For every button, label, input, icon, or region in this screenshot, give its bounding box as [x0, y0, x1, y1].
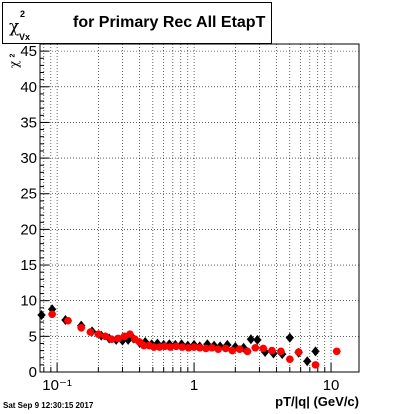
- y-tick-label: 5: [29, 328, 37, 345]
- data-point: [332, 347, 341, 356]
- y-tick-label: 25: [20, 186, 37, 203]
- data-point: [214, 345, 222, 353]
- data-point: [294, 348, 303, 356]
- data-point: [190, 343, 198, 351]
- data-point: [268, 346, 276, 355]
- plot-frame: [39, 43, 360, 373]
- y-axis-label-chi: χ: [7, 60, 21, 68]
- y-axis-label: χ 2: [5, 50, 31, 80]
- y-tick-label: 40: [20, 79, 37, 96]
- data-point: [150, 343, 158, 351]
- data-point: [208, 343, 216, 352]
- data-point: [285, 332, 294, 343]
- data-point: [77, 323, 86, 332]
- data-point: [178, 343, 187, 351]
- x-tick-label: 10: [323, 377, 340, 394]
- title-box: χ 2 Vx for Primary Rec All EtapT: [2, 2, 272, 44]
- data-point: [94, 330, 103, 339]
- data-point: [101, 332, 110, 341]
- data-point: [277, 347, 285, 356]
- chart-title: for Primary Rec All EtapT: [73, 14, 266, 31]
- data-point: [253, 334, 262, 345]
- series-1: [48, 310, 341, 369]
- data-point: [228, 346, 237, 355]
- y-tick-label: 0: [29, 364, 37, 381]
- y-tick-label: 45: [20, 43, 37, 60]
- y-axis-label-sup: 2: [9, 53, 17, 58]
- tick-labels: 0 5 10 15 20 25 30 35 40 45 10⁻¹ 1 10: [20, 43, 339, 394]
- data-point: [37, 309, 46, 320]
- x-axis-label: pT/|q| (GeV/c): [275, 394, 359, 409]
- data-point: [107, 335, 116, 344]
- data-point: [64, 316, 72, 325]
- data-point: [172, 342, 180, 351]
- data-point: [86, 328, 95, 336]
- data-point: [140, 341, 148, 350]
- data-point: [48, 310, 56, 319]
- data-point: [251, 343, 260, 352]
- data-point: [126, 330, 134, 339]
- data-point: [246, 334, 255, 345]
- data-point: [160, 342, 169, 351]
- title-subscript: Vx: [19, 32, 31, 42]
- y-tick-label: 10: [20, 293, 37, 310]
- data-point: [311, 361, 320, 369]
- series-0: [37, 304, 320, 367]
- data-point: [184, 343, 193, 352]
- data-point: [195, 343, 204, 352]
- data-point: [235, 345, 244, 353]
- timestamp-footer: Sat Sep 9 12:30:15 2017: [3, 401, 94, 410]
- title-chi-symbol: χ: [9, 17, 20, 37]
- data-point: [114, 334, 123, 343]
- title-superscript: 2: [20, 9, 26, 19]
- x-tick-label: 10⁻¹: [42, 377, 72, 394]
- data-point: [243, 347, 252, 356]
- x-tick-label: 1: [190, 377, 198, 394]
- y-tick-label: 15: [20, 257, 37, 274]
- grid-lines: [40, 44, 359, 373]
- data-point: [311, 346, 320, 357]
- data-point: [166, 343, 175, 351]
- data-point: [303, 356, 312, 367]
- data-series: [37, 304, 341, 369]
- data-point: [259, 344, 268, 353]
- data-point: [286, 355, 294, 363]
- y-tick-label: 30: [20, 150, 37, 167]
- y-tick-label: 20: [20, 221, 37, 238]
- data-point: [202, 344, 210, 353]
- axis-ticks: [40, 43, 332, 373]
- data-point: [221, 344, 230, 353]
- y-tick-label: 35: [20, 114, 37, 131]
